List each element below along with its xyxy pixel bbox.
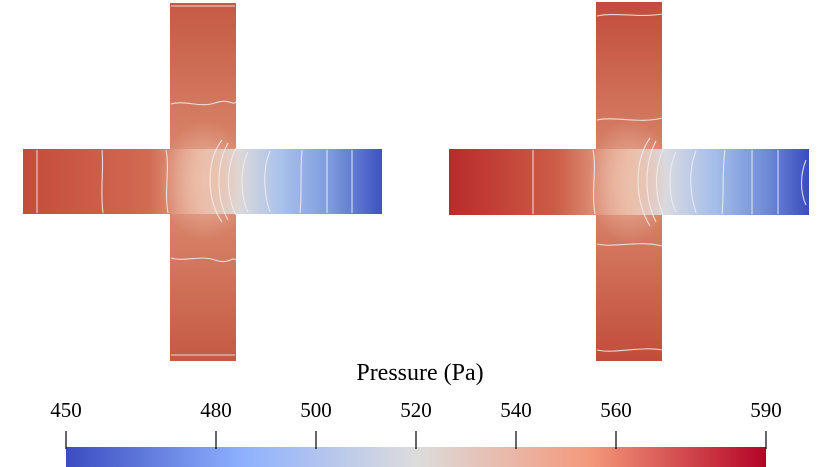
- colorbar-tick-label-520: 520: [400, 398, 432, 422]
- left-junction-highlight: [160, 121, 250, 241]
- left-pressure-cross: [23, 3, 382, 361]
- colorbar-tick-label-560: 560: [600, 398, 632, 422]
- colorbar-tick-label-590: 590: [750, 398, 782, 422]
- right-pressure-cross: [449, 2, 809, 361]
- colorbar-ticks: [65, 431, 767, 449]
- right-junction-highlight: [588, 120, 672, 244]
- colorbar-tick-label-480: 480: [200, 398, 232, 422]
- colorbar-tick-label-500: 500: [300, 398, 332, 422]
- colorbar-title: Pressure (Pa): [356, 360, 484, 386]
- right-contour-lines: [532, 13, 807, 352]
- left-contour-lines: [36, 5, 353, 356]
- colorbar-tick-label-450: 450: [50, 398, 82, 422]
- colorbar: [65, 431, 767, 467]
- colorbar-tick-label-540: 540: [500, 398, 532, 422]
- colorbar-gradient: [66, 447, 766, 467]
